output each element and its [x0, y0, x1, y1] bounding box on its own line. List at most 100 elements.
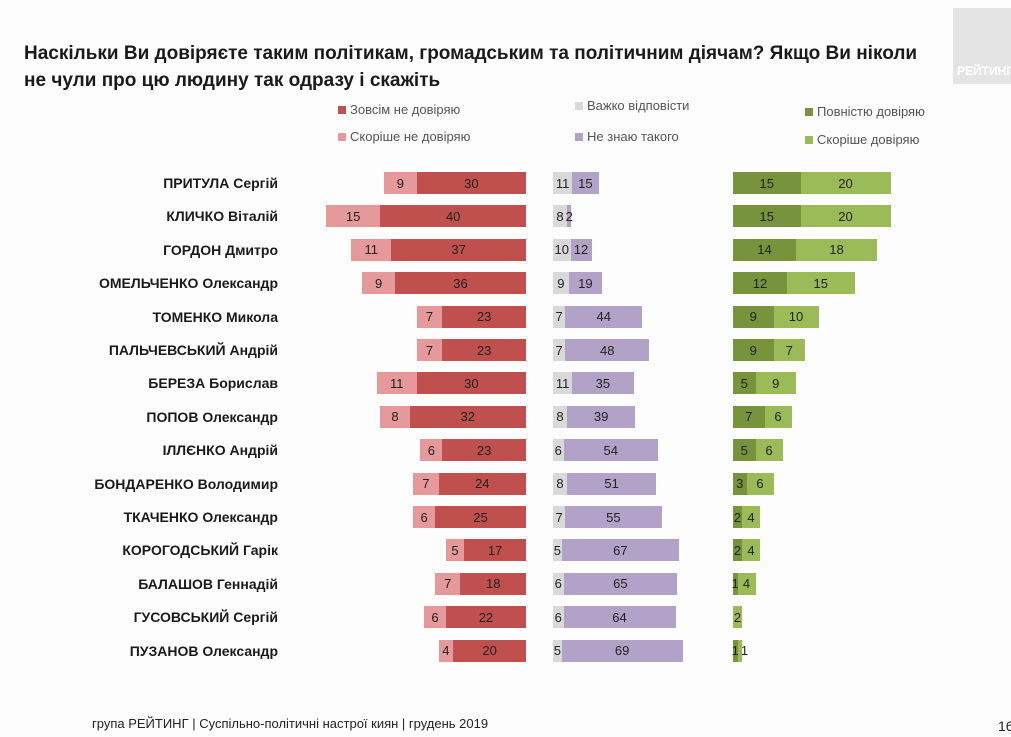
bar-value-label: 15: [759, 175, 774, 191]
bar-value-label: 1: [731, 576, 739, 592]
bar-value-label: 2: [733, 609, 742, 625]
bar-value-label: 6: [774, 409, 782, 425]
legend-label: Важко відповісти: [587, 98, 690, 113]
bar-fully-distrust: 40: [380, 205, 526, 228]
bar-rather-trust: 1: [737, 639, 748, 662]
bar-fully-distrust: 24: [438, 472, 526, 495]
bar-value-label: 7: [785, 342, 793, 358]
bar-fully-distrust: 32: [409, 405, 526, 428]
bar-value-label: 23: [476, 342, 492, 358]
bar-dont-know: 35: [572, 372, 634, 395]
logo: РЕЙТИНГ: [953, 8, 1011, 84]
bar-dont-know: 64: [563, 606, 676, 629]
category-label: ГОРДОН Дмитро: [163, 241, 278, 258]
bar-rather-trust: 18: [796, 238, 877, 261]
bar-value-label: 30: [464, 375, 479, 391]
bar-value-label: 20: [838, 208, 853, 224]
bar-fully-trust: 7: [733, 405, 765, 428]
legend-label: Скоріше довіряю: [817, 132, 920, 147]
legend-item-hard-to-say: Важко відповісти: [575, 98, 689, 113]
category-label: ПОПОВ Олександр: [146, 408, 278, 425]
bar-value-label: 6: [554, 609, 562, 625]
bar-fully-distrust: 18: [460, 572, 526, 595]
bar-fully-trust: 1: [732, 639, 739, 662]
bar-fully-distrust: 30: [416, 372, 526, 395]
bar-value-label: 40: [445, 208, 461, 224]
legend-label: Скоріше не довіряю: [350, 129, 471, 144]
bar-value-label: 8: [391, 409, 399, 425]
category-label: ПРИТУЛА Сергій: [163, 175, 278, 191]
bar-fully-trust: 5: [733, 439, 756, 462]
bar-value-label: 18: [485, 576, 501, 592]
bar-value-label: 4: [747, 509, 755, 525]
category-label: БОНДАРЕНКО Володимир: [94, 475, 278, 492]
bar-rather-trust: 20: [800, 205, 891, 228]
legend-swatch: [805, 107, 813, 116]
bar-fully-trust: 5: [733, 372, 756, 395]
legend-item-fully-distrust: Зовсім не довіряю: [338, 102, 460, 117]
bar-fully-trust: 15: [733, 205, 801, 228]
bar-value-label: 8: [556, 208, 564, 224]
bar-value-label: 10: [554, 242, 569, 258]
bar-fully-distrust: 17: [464, 539, 526, 562]
bar-rather-distrust: 6: [420, 439, 443, 462]
category-label: ГУСОВСЬКИЙ Сергій: [133, 609, 278, 626]
bar-value-label: 1: [740, 643, 749, 659]
bar-value-label: 12: [573, 242, 589, 258]
bar-hard-to-say: 10: [553, 238, 571, 261]
bar-fully-distrust: 23: [442, 305, 526, 328]
bar-rather-distrust: 6: [424, 606, 446, 629]
bar-hard-to-say: 6: [553, 606, 564, 629]
bar-value-label: 9: [749, 309, 757, 325]
bar-value-label: 55: [606, 509, 621, 525]
bar-dont-know: 15: [572, 172, 599, 194]
bar-dont-know: 65: [563, 572, 678, 595]
bar-rather-trust: 4: [742, 539, 760, 562]
footer: група РЕЙТИНГ | Суспільно-політичні наст…: [92, 716, 489, 731]
bar-rather-distrust: 7: [413, 472, 439, 495]
bar-value-label: 15: [578, 175, 593, 191]
bar-dont-know: 19: [568, 272, 602, 295]
bar-fully-distrust: 30: [416, 172, 526, 194]
bar-rather-trust: 6: [764, 405, 792, 428]
category-label: ТКАЧЕНКО Олександр: [123, 509, 278, 525]
bar-value-label: 6: [554, 576, 562, 592]
bar-hard-to-say: 7: [553, 305, 566, 328]
bar-value-label: 9: [374, 275, 383, 291]
bar-rather-trust: 10: [773, 305, 819, 328]
bar-hard-to-say: 6: [553, 439, 564, 462]
bar-value-label: 9: [396, 175, 405, 191]
bar-fully-distrust: 20: [453, 639, 526, 662]
legend-item-rather-distrust: Скоріше не довіряю: [338, 129, 470, 144]
bar-rather-distrust: 4: [438, 639, 454, 662]
bar-value-label: 39: [593, 409, 609, 425]
category-label: ІЛЛЄНКО Андрій: [162, 442, 278, 459]
bar-value-label: 19: [578, 275, 593, 291]
bar-dont-know: 48: [565, 339, 650, 361]
bar-rather-trust: 6: [746, 472, 774, 495]
bar-value-label: 2: [565, 208, 573, 224]
legend-swatch: [338, 132, 346, 141]
bar-value-label: 2: [733, 509, 742, 525]
category-label: КЛИЧКО Віталій: [166, 208, 278, 225]
bar-hard-to-say: 8: [553, 205, 567, 228]
bar-value-label: 11: [390, 375, 404, 391]
bar-fully-trust: 2: [733, 506, 742, 528]
bar-rather-distrust: 9: [362, 272, 395, 295]
bar-value-label: 17: [487, 542, 503, 558]
bar-fully-trust: 14: [733, 238, 796, 261]
bar-value-label: 20: [482, 643, 497, 659]
bar-rather-distrust: 11: [376, 372, 417, 395]
bar-value-label: 51: [604, 476, 619, 492]
bar-dont-know: 39: [567, 405, 636, 428]
bar-value-label: 7: [555, 509, 563, 525]
category-label: ПАЛЬЧЕВСЬКИЙ Андрій: [108, 342, 278, 358]
bar-value-label: 5: [553, 542, 561, 558]
bar-hard-to-say: 6: [553, 572, 564, 595]
bar-value-label: 14: [757, 242, 772, 258]
bar-value-label: 22: [478, 609, 494, 625]
legend-swatch: [338, 105, 346, 114]
bar-dont-know: 55: [565, 506, 662, 528]
bar-value-label: 9: [772, 375, 780, 391]
